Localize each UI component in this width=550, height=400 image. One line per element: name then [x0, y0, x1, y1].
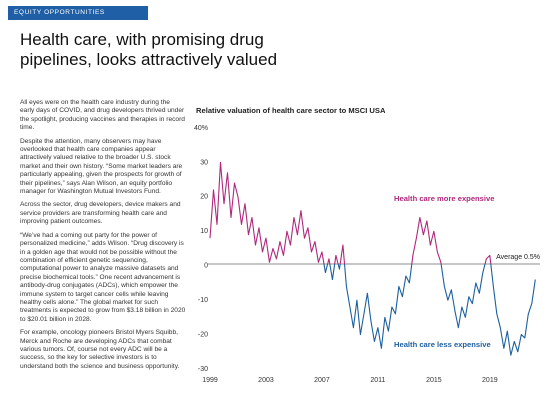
x-tick-label: 2011: [370, 377, 385, 384]
x-tick-label: 2015: [426, 377, 442, 384]
x-tick-label: 2007: [314, 377, 330, 384]
annotation: Health care less expensive: [394, 340, 491, 349]
body-text: All eyes were on the health care industr…: [20, 99, 186, 376]
x-tick-label: 2019: [482, 377, 498, 384]
x-tick-label: 2003: [258, 377, 274, 384]
page-title: Health care, with promising drug pipelin…: [20, 30, 278, 69]
line: [209, 161, 536, 356]
y-tick-label: 40%: [194, 125, 208, 132]
paragraph: All eyes were on the health care industr…: [20, 99, 185, 132]
annotation: Health care more expensive: [394, 194, 494, 203]
y-tick-label: -30: [198, 366, 208, 373]
y-tick-label: -20: [198, 331, 208, 338]
y-tick-label: -10: [198, 297, 208, 304]
paragraph: For example, oncology pioneers Bristol M…: [20, 329, 180, 370]
y-tick-label: 30: [200, 159, 208, 166]
banner: EQUITY OPPORTUNITIES: [8, 6, 148, 20]
y-tick-label: 20: [200, 194, 208, 201]
chart-title: Relative valuation of health care sector…: [196, 106, 386, 115]
y-tick-label: 10: [200, 228, 208, 235]
x-tick-label: 1999: [202, 377, 218, 384]
paragraph: Despite the attention, many observers ma…: [20, 137, 183, 196]
paragraph: Across the sector, drug developers, devi…: [20, 201, 181, 226]
y-tick-label: 0: [204, 263, 208, 270]
average-label: Average 0.5%: [496, 254, 540, 261]
paragraph: “We’ve had a coming out party for the po…: [20, 231, 186, 323]
